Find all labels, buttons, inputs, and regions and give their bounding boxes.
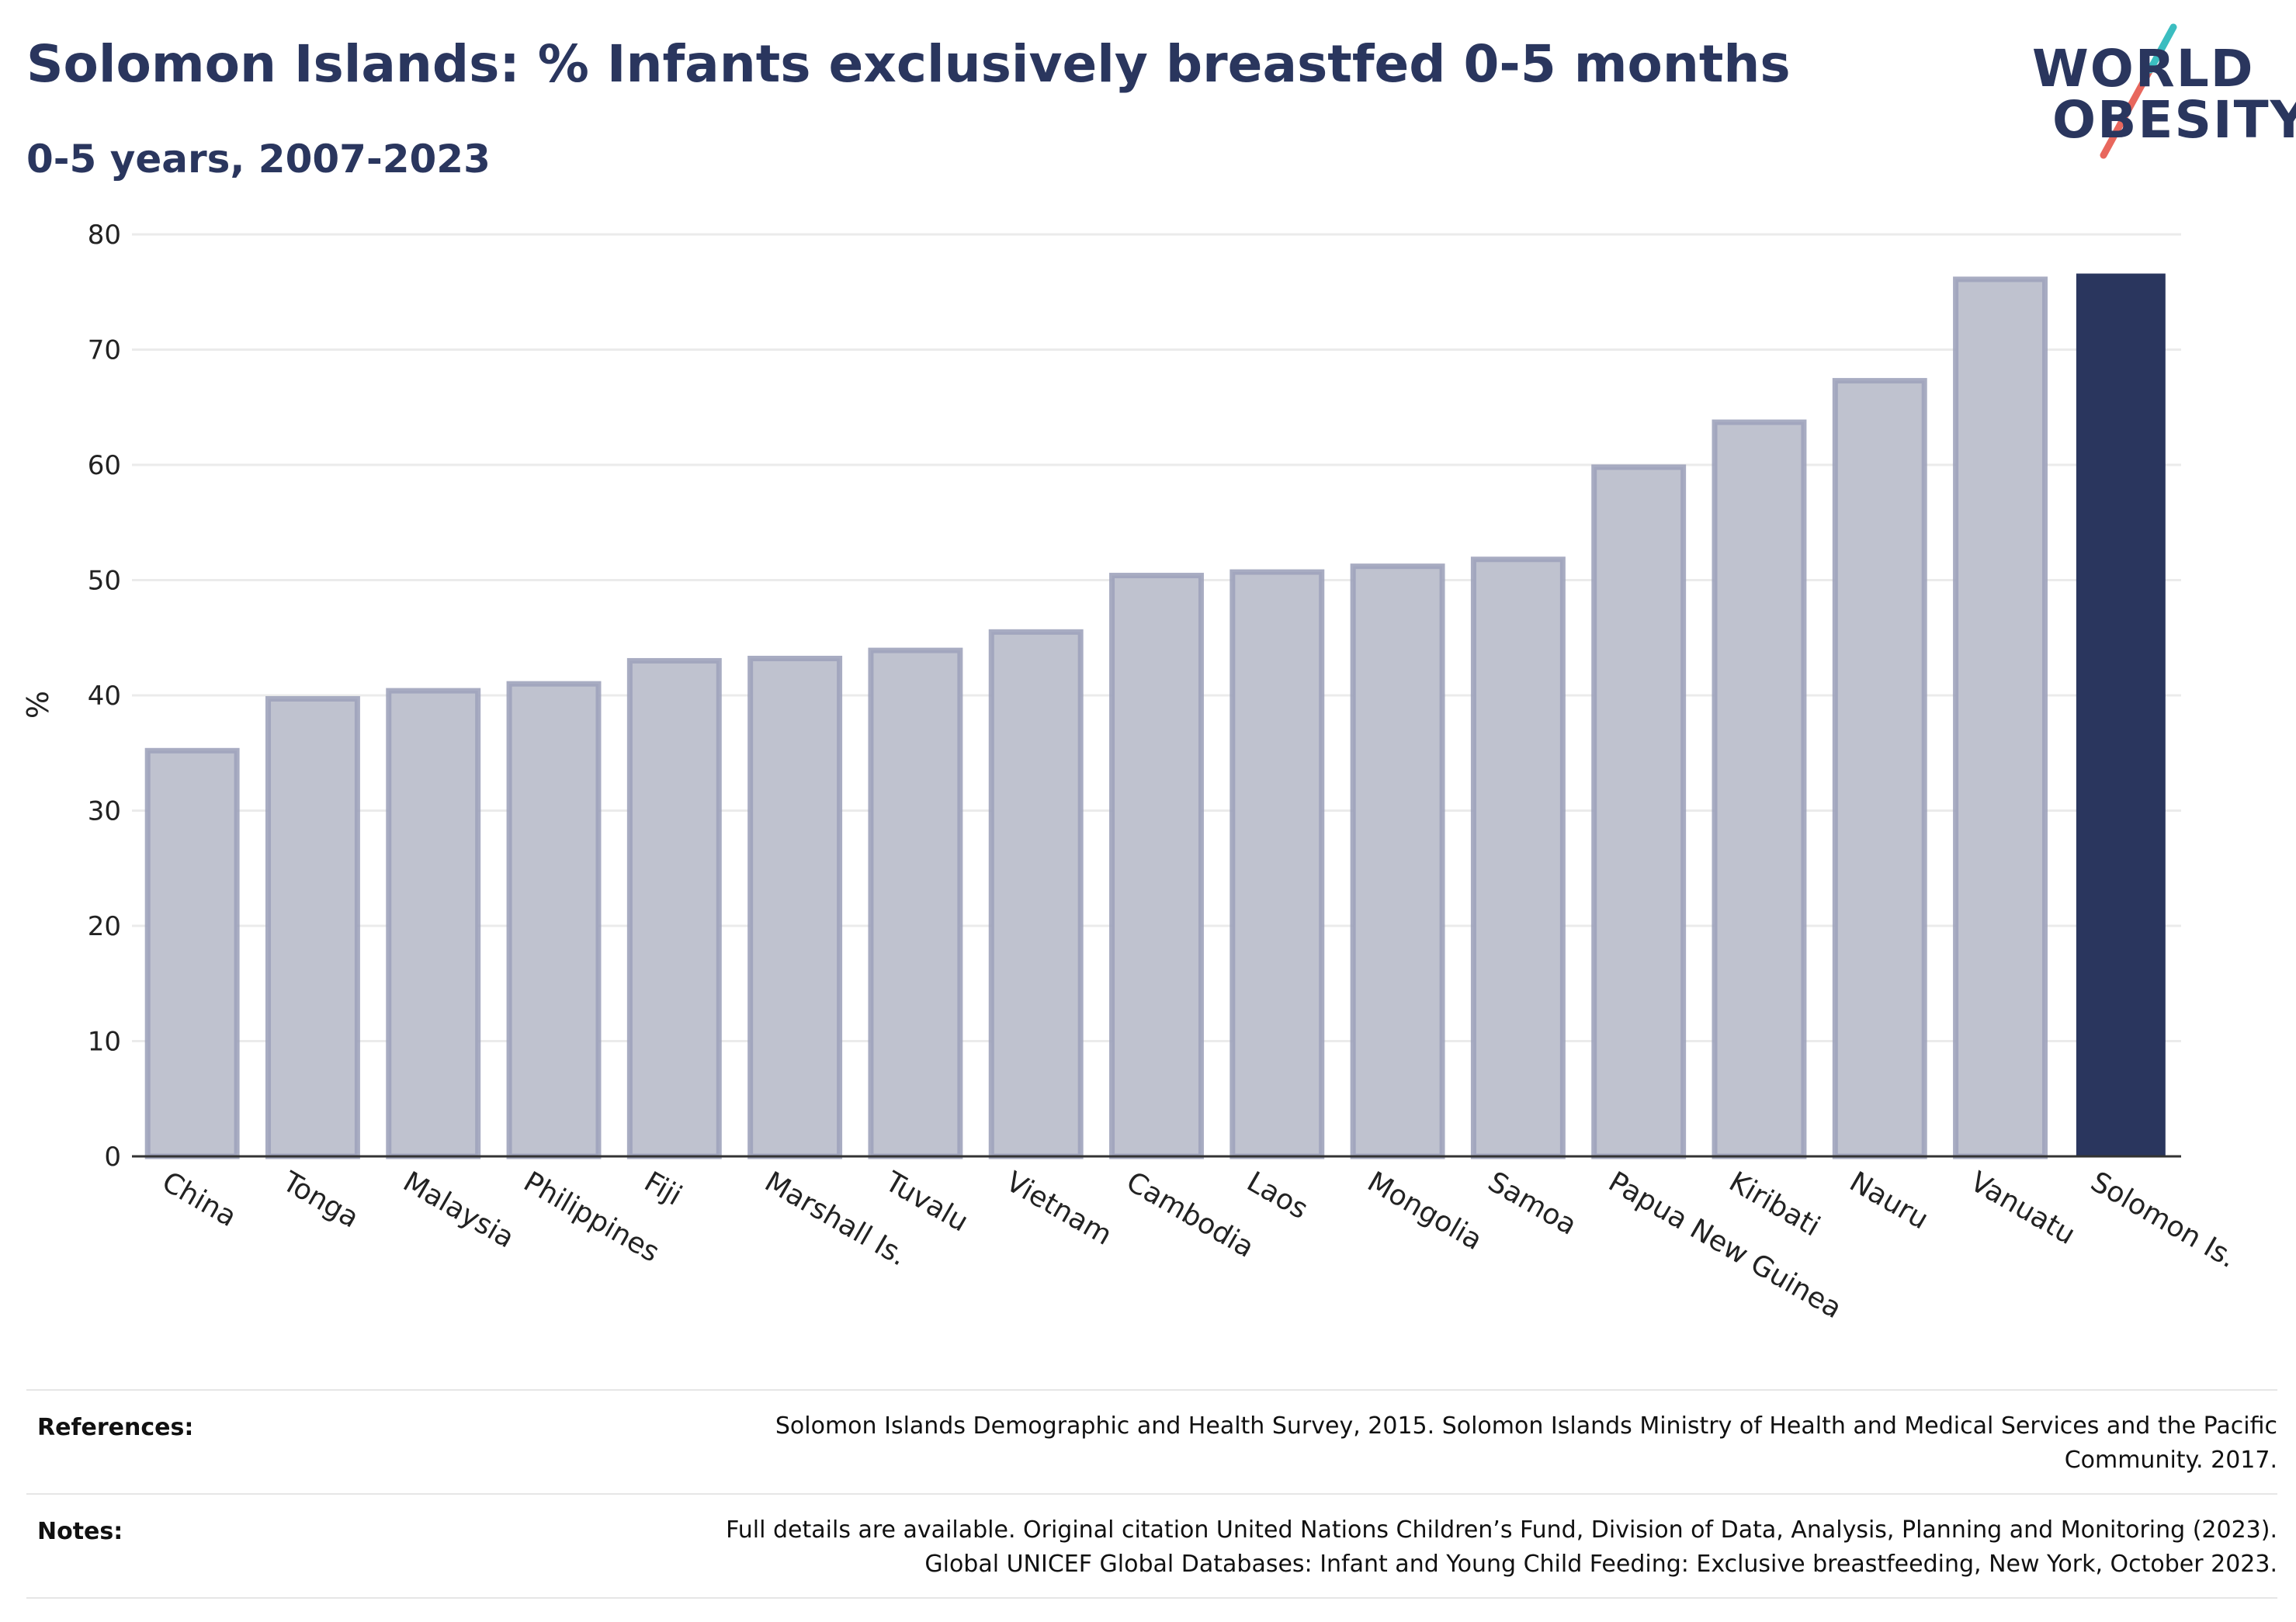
bar-kiribati	[1712, 419, 1807, 1159]
x-tick-label: Fiji	[639, 1166, 687, 1212]
bar-papua-new-guinea	[1591, 464, 1687, 1159]
references-row: References: Solomon Islands Demographic …	[26, 1389, 2277, 1493]
x-tick-label: Samoa	[1483, 1166, 1582, 1242]
bar-chart: 0 10 20 30 40 50 60 70 80 China Tonga MalaysiaPhili…	[21, 220, 2242, 1325]
y-tick-label: 10	[88, 1027, 121, 1058]
logo-word-obesity: OBESITY	[2052, 90, 2296, 150]
bar-solomon-is	[2076, 273, 2166, 1156]
chart-footer: References: Solomon Islands Demographic …	[26, 1389, 2277, 1599]
x-tick-label: Vietnam	[1001, 1166, 1117, 1252]
chart-title: Solomon Islands: % Infants exclusively b…	[26, 34, 1791, 94]
bar-vanuatu	[1953, 276, 2048, 1159]
bar-laos	[1230, 569, 1325, 1159]
y-tick-label: 0	[104, 1142, 121, 1173]
x-tick-label: Cambodia	[1121, 1166, 1259, 1264]
x-tick-label: Vanuatu	[1965, 1166, 2080, 1251]
y-tick-label: 30	[88, 796, 121, 827]
x-tick-label: Kiribati	[1724, 1166, 1826, 1242]
x-tick-label: Laos	[1241, 1166, 1313, 1225]
notes-row: Notes: Full details are available. Origi…	[26, 1493, 2277, 1599]
bar-tonga	[265, 695, 360, 1159]
y-tick-label: 20	[88, 911, 121, 942]
y-tick-label: 70	[88, 335, 121, 366]
chart-subtitle: 0-5 years, 2007-2023	[26, 137, 491, 182]
y-axis-label: %	[21, 691, 55, 719]
bar-malaysia	[386, 688, 481, 1159]
x-tick-label: Nauru	[1844, 1166, 1934, 1236]
references-text: Solomon Islands Demographic and Health S…	[368, 1409, 2277, 1478]
x-tick-label: China	[157, 1166, 242, 1233]
y-tick-label: 50	[88, 566, 121, 597]
logo-slash-icon	[2100, 23, 2177, 159]
x-tick-label: Malaysia	[397, 1166, 519, 1254]
y-tick-label: 40	[88, 681, 121, 712]
bar-tuvalu	[868, 647, 963, 1159]
bar-cambodia	[1109, 573, 1204, 1159]
bars	[144, 273, 2166, 1159]
y-tick-label: 60	[88, 450, 121, 481]
x-tick-label: Philippines	[519, 1166, 664, 1268]
logo-word-world: WORLD	[2032, 39, 2255, 99]
bar-vietnam	[988, 629, 1084, 1159]
bar-samoa	[1470, 556, 1566, 1159]
x-tick-label: Tuvalu	[879, 1166, 973, 1239]
notes-line: Full details are available. Original cit…	[726, 1516, 2277, 1544]
x-tick-label: Solomon Is.	[2085, 1166, 2242, 1274]
notes-label: Notes:	[37, 1518, 123, 1545]
bar-philippines	[506, 681, 602, 1159]
bar-china	[144, 747, 240, 1159]
references-line: Community. 2017.	[2064, 1447, 2277, 1474]
references-line: Solomon Islands Demographic and Health S…	[775, 1412, 2277, 1440]
notes-line: Global UNICEF Global Databases: Infant a…	[924, 1551, 2277, 1578]
world-obesity-logo: WORLD OBESITY	[2018, 23, 2296, 163]
bar-marshall-is	[747, 655, 843, 1159]
bar-nauru	[1832, 378, 1927, 1159]
y-tick-label: 80	[88, 220, 121, 251]
x-tick-label: Mongolia	[1362, 1166, 1488, 1256]
bar-fiji	[626, 657, 722, 1159]
notes-text: Full details are available. Original cit…	[368, 1513, 2277, 1582]
x-tick-label: Tonga	[276, 1166, 364, 1235]
references-label: References:	[37, 1414, 194, 1441]
bar-mongolia	[1350, 563, 1445, 1159]
